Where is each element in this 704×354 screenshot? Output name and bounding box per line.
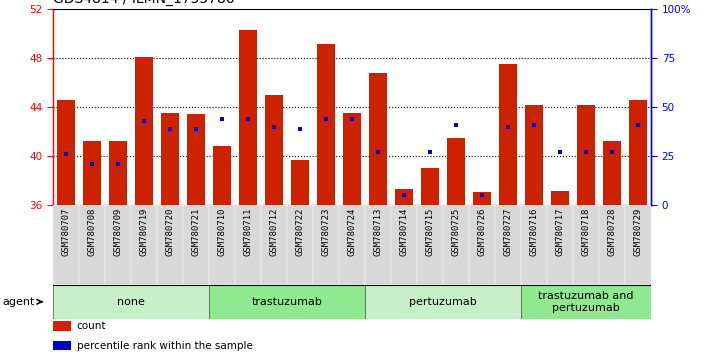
Bar [629,100,647,205]
Bar [365,205,391,285]
Text: GSM780721: GSM780721 [191,208,201,256]
Text: GSM780727: GSM780727 [503,208,513,256]
Bar [209,205,235,285]
Bar [551,190,570,205]
Text: GSM780723: GSM780723 [322,208,330,256]
Text: GSM780711: GSM780711 [244,208,253,256]
Bar [317,45,335,205]
Bar [421,169,439,205]
Text: GSM780715: GSM780715 [425,208,434,256]
Text: GSM780719: GSM780719 [139,208,149,256]
Bar [521,285,651,319]
Text: GSM780707: GSM780707 [61,208,70,256]
Bar [187,114,205,205]
Bar [343,113,361,205]
Bar [577,105,596,205]
Bar [209,285,365,319]
Text: GSM780720: GSM780720 [165,208,175,256]
Bar [134,57,153,205]
Text: GSM780712: GSM780712 [270,208,279,256]
Bar [625,205,651,285]
Bar [495,205,521,285]
Text: pertuzumab: pertuzumab [409,297,477,307]
Text: GSM780728: GSM780728 [608,208,617,256]
Bar [499,64,517,205]
Bar [417,205,443,285]
Bar [313,205,339,285]
Bar [53,285,209,319]
Bar [547,205,573,285]
Bar [235,205,261,285]
Text: trastuzumab: trastuzumab [251,297,322,307]
Text: GSM780722: GSM780722 [296,208,304,256]
Text: GSM780718: GSM780718 [582,208,591,256]
Text: GSM780717: GSM780717 [555,208,565,256]
Bar [395,189,413,205]
Text: trastuzumab and
pertuzumab: trastuzumab and pertuzumab [539,291,634,313]
Bar [573,205,599,285]
Text: none: none [117,297,145,307]
Bar [105,205,131,285]
Bar [53,341,70,350]
Text: GSM780724: GSM780724 [348,208,356,256]
Bar [287,205,313,285]
Bar [443,205,469,285]
Bar [183,205,209,285]
Bar [473,192,491,205]
Bar [469,205,495,285]
Bar [261,205,287,285]
Text: GSM780716: GSM780716 [529,208,539,256]
Text: count: count [77,321,106,331]
Text: GSM780708: GSM780708 [87,208,96,256]
Bar [108,142,127,205]
Bar [131,205,157,285]
Bar [291,160,309,205]
Text: GSM780710: GSM780710 [218,208,227,256]
Bar [265,95,283,205]
Text: GSM780713: GSM780713 [374,208,382,256]
Text: agent: agent [3,297,42,307]
Bar [603,142,622,205]
Bar [339,205,365,285]
Bar [53,321,70,331]
Bar [391,205,417,285]
Bar [525,105,543,205]
Text: GDS4814 / ILMN_1755786: GDS4814 / ILMN_1755786 [53,0,234,6]
Bar [599,205,625,285]
Bar [447,138,465,205]
Text: GSM780726: GSM780726 [477,208,486,256]
Bar [365,285,521,319]
Bar [369,73,387,205]
Bar [157,205,183,285]
Text: GSM780714: GSM780714 [400,208,408,256]
Bar [521,205,547,285]
Text: GSM780725: GSM780725 [451,208,460,256]
Bar [239,30,257,205]
Bar [57,100,75,205]
Bar [53,205,79,285]
Bar [213,147,231,205]
Bar [161,113,179,205]
Text: GSM780729: GSM780729 [634,208,643,256]
Bar [83,142,101,205]
Text: percentile rank within the sample: percentile rank within the sample [77,341,253,350]
Bar [79,205,105,285]
Text: GSM780709: GSM780709 [113,208,122,256]
